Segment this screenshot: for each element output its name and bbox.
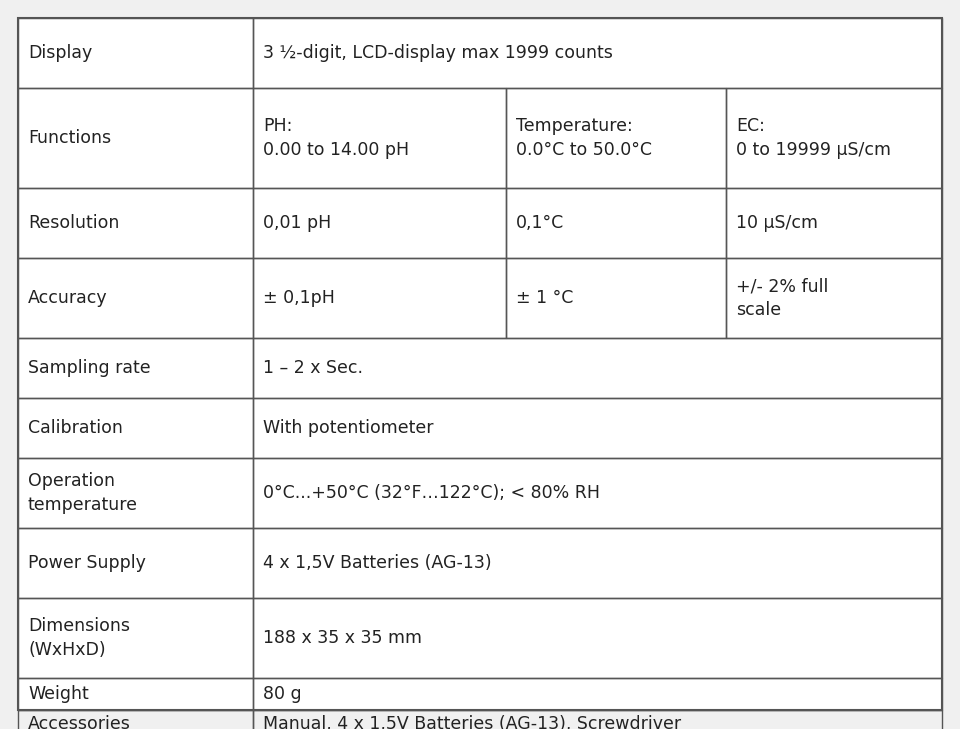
- Bar: [18, 188, 253, 258]
- Text: Accessories: Accessories: [28, 715, 131, 729]
- Text: 0,01 pH: 0,01 pH: [263, 214, 331, 232]
- Text: Temperature:
0.0°C to 50.0°C: Temperature: 0.0°C to 50.0°C: [516, 117, 652, 159]
- Bar: [18, 528, 253, 598]
- Text: 4 x 1,5V Batteries (AG-13): 4 x 1,5V Batteries (AG-13): [263, 554, 492, 572]
- Bar: [253, 598, 942, 678]
- Text: 80 g: 80 g: [263, 685, 301, 703]
- Bar: [253, 88, 506, 188]
- Text: +/- 2% full
scale: +/- 2% full scale: [736, 277, 828, 319]
- Text: 188 x 35 x 35 mm: 188 x 35 x 35 mm: [263, 629, 422, 647]
- Bar: [18, 258, 253, 338]
- Text: 0°C...+50°C (32°F…122°C); < 80% RH: 0°C...+50°C (32°F…122°C); < 80% RH: [263, 484, 600, 502]
- Text: Functions: Functions: [28, 129, 111, 147]
- Bar: [18, 710, 253, 729]
- Text: Manual, 4 x 1,5V Batteries (AG-13), Screwdriver: Manual, 4 x 1,5V Batteries (AG-13), Scre…: [263, 715, 682, 729]
- Bar: [18, 398, 253, 458]
- Bar: [726, 88, 942, 188]
- Bar: [18, 458, 253, 528]
- Bar: [253, 678, 942, 710]
- Text: 0,1°C: 0,1°C: [516, 214, 564, 232]
- Text: 1 – 2 x Sec.: 1 – 2 x Sec.: [263, 359, 363, 377]
- Text: With potentiometer: With potentiometer: [263, 419, 434, 437]
- Text: ± 1 °C: ± 1 °C: [516, 289, 573, 307]
- Bar: [18, 18, 253, 88]
- Bar: [253, 18, 942, 88]
- Text: Weight: Weight: [28, 685, 88, 703]
- Text: Calibration: Calibration: [28, 419, 123, 437]
- Text: Power Supply: Power Supply: [28, 554, 146, 572]
- Text: Resolution: Resolution: [28, 214, 119, 232]
- Bar: [253, 710, 942, 729]
- Bar: [253, 528, 942, 598]
- Bar: [18, 338, 253, 398]
- Bar: [253, 258, 506, 338]
- Text: Dimensions
(WxHxD): Dimensions (WxHxD): [28, 617, 130, 659]
- Bar: [253, 188, 506, 258]
- Bar: [506, 88, 726, 188]
- Text: Sampling rate: Sampling rate: [28, 359, 151, 377]
- Bar: [253, 338, 942, 398]
- Text: 3 ½-digit, LCD-display max 1999 counts: 3 ½-digit, LCD-display max 1999 counts: [263, 44, 612, 62]
- Bar: [506, 188, 726, 258]
- Bar: [18, 88, 253, 188]
- Bar: [726, 188, 942, 258]
- Bar: [506, 258, 726, 338]
- Text: PH:
0.00 to 14.00 pH: PH: 0.00 to 14.00 pH: [263, 117, 409, 159]
- Bar: [253, 458, 942, 528]
- Text: Display: Display: [28, 44, 92, 62]
- Bar: [18, 678, 253, 710]
- Text: Operation
temperature: Operation temperature: [28, 472, 138, 514]
- Text: EC:
0 to 19999 μS/cm: EC: 0 to 19999 μS/cm: [736, 117, 891, 159]
- Text: 10 μS/cm: 10 μS/cm: [736, 214, 818, 232]
- Bar: [253, 398, 942, 458]
- Text: Accuracy: Accuracy: [28, 289, 108, 307]
- Bar: [18, 598, 253, 678]
- Text: ± 0,1pH: ± 0,1pH: [263, 289, 335, 307]
- Bar: [726, 258, 942, 338]
